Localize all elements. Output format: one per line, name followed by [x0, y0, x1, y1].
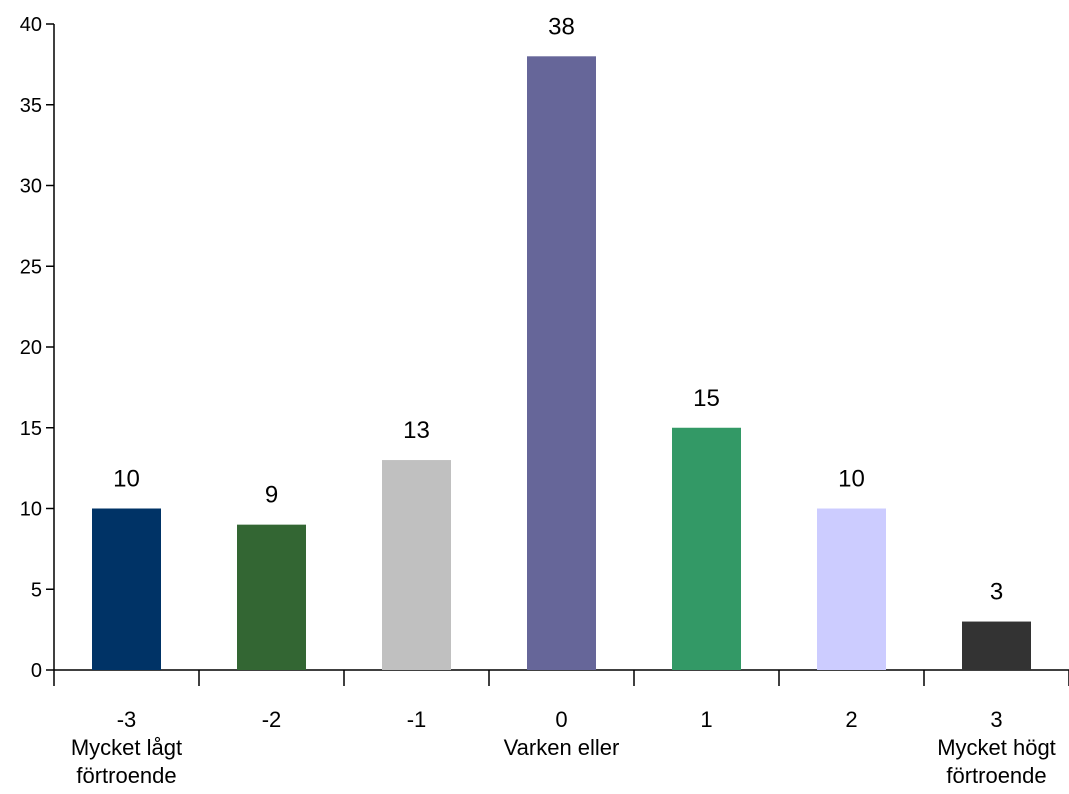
- bars: [92, 56, 1031, 671]
- bar: [237, 524, 306, 670]
- category-labels: -3 Mycket lågt förtroende -2 -1 0 Varken eller…: [71, 707, 1056, 788]
- data-label: 13: [403, 417, 430, 444]
- bar: [92, 508, 161, 670]
- bar: [382, 460, 451, 670]
- x-tick-label: -3: [117, 707, 137, 732]
- bar: [817, 508, 886, 670]
- data-label: 3: [990, 579, 1003, 606]
- x-tick-label: 1: [700, 707, 712, 732]
- x-tick-label: -1: [407, 707, 427, 732]
- category-sublabel: förtroende: [76, 763, 176, 788]
- y-tick-label: 35: [20, 95, 42, 117]
- y-tick-label: 20: [20, 337, 42, 359]
- category-sublabel: förtroende: [946, 763, 1046, 788]
- data-label: 10: [838, 466, 865, 493]
- x-tick-label: 2: [845, 707, 857, 732]
- y-tick-label: 40: [20, 14, 42, 36]
- data-labels: 10 9 13 38 15 10 3: [113, 13, 1003, 605]
- y-tick-label: 15: [20, 418, 42, 440]
- x-tick-label: 0: [555, 707, 567, 732]
- bar: [962, 621, 1031, 670]
- y-tick-label: 10: [20, 499, 42, 521]
- y-ticks: 0 5 10 15 20 25 30 35 40: [20, 14, 54, 682]
- x-tick-label: -2: [262, 707, 282, 732]
- data-label: 15: [693, 385, 720, 412]
- data-label: 38: [548, 13, 575, 40]
- y-tick-label: 25: [20, 256, 42, 278]
- category-sublabel: Mycket lågt: [71, 735, 182, 760]
- data-label: 10: [113, 466, 140, 493]
- bar: [672, 427, 741, 670]
- y-tick-label: 5: [31, 579, 42, 601]
- y-tick-label: 30: [20, 176, 42, 198]
- x-tick-label: 3: [990, 707, 1002, 732]
- data-label: 9: [265, 482, 278, 509]
- y-tick-label: 0: [31, 660, 42, 682]
- x-ticks: [53, 670, 1069, 686]
- bar: [527, 56, 596, 671]
- category-sublabel: Mycket högt: [937, 735, 1056, 760]
- category-sublabel: Varken eller: [504, 735, 620, 760]
